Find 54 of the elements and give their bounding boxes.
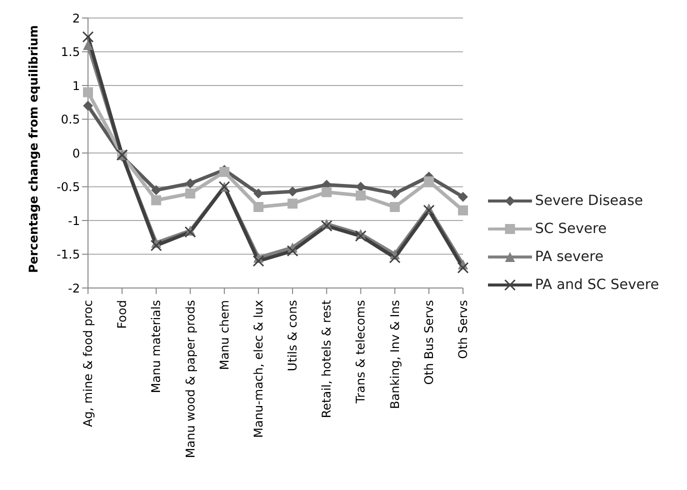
point [286, 245, 298, 257]
point [356, 182, 366, 192]
y-tick-label: 0.5 [60, 112, 80, 127]
point [457, 262, 469, 274]
x-tick-label: Manu materials [149, 300, 164, 394]
point [390, 202, 400, 212]
point [354, 230, 366, 242]
point [322, 187, 332, 198]
x-tick-label: Manu wood & paper prods [183, 300, 198, 458]
point [288, 198, 298, 209]
point [458, 205, 468, 216]
x-tick-label: Banking, Inv & Ins [388, 300, 402, 409]
y-tick-label: 1.5 [60, 45, 80, 60]
x-tick-label: Utils & cons [286, 300, 300, 372]
point [185, 178, 196, 188]
point [151, 185, 162, 196]
x-tick-label: Ag, mine & food proc [81, 300, 95, 428]
point [390, 188, 400, 198]
legend-label: Severe Disease [535, 193, 643, 209]
point [185, 188, 196, 198]
point [83, 87, 93, 98]
point [253, 188, 264, 198]
x-tick-label: Oth Servs [456, 300, 470, 359]
y-tick-label: 1 [72, 78, 80, 93]
legend-label: PA severe [535, 249, 604, 265]
point [288, 186, 298, 196]
x-tick-label: Oth Bus Servs [422, 300, 436, 385]
point [356, 190, 366, 201]
y-axis-title: Percentage change from equilibrium [26, 25, 40, 273]
point [150, 240, 162, 252]
point [82, 31, 94, 43]
x-tick-label: Manu-mach, elec & lux [251, 300, 266, 438]
legend-label: PA and SC Severe [535, 277, 659, 293]
legend-label: SC Severe [535, 221, 607, 237]
y-tick-label: -0.5 [56, 180, 80, 194]
x-tick-label: Retail, hotels & rest [320, 300, 334, 418]
point [424, 176, 434, 186]
point [83, 40, 93, 50]
y-tick-label: -1.5 [56, 248, 80, 262]
y-tick-label: -1 [68, 214, 80, 228]
point [423, 204, 435, 216]
x-tick-label: Food [115, 300, 130, 329]
x-tick-label: Trans & telecoms [354, 300, 368, 404]
point [253, 202, 264, 212]
y-tick-label: 2 [72, 11, 80, 26]
y-tick-label: 0 [72, 146, 80, 160]
point [151, 195, 162, 206]
point [252, 255, 264, 267]
x-tick-label: Manu chem [217, 300, 232, 370]
point [458, 192, 468, 202]
point [389, 252, 401, 264]
point [320, 220, 332, 232]
point [83, 100, 93, 111]
y-tick-label: -2 [68, 281, 80, 296]
